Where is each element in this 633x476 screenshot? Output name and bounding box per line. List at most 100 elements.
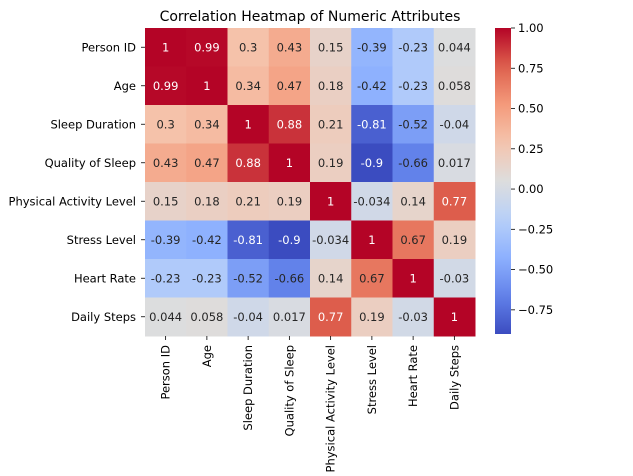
cell-value-label: 0.99 <box>153 79 179 93</box>
y-tick-label-heart-rate: Heart Rate <box>74 271 136 285</box>
cell-value-label: 0.3 <box>156 117 174 131</box>
heatmap-cell-physical-activity-level-age <box>186 182 228 221</box>
cell-value-label: 0.88 <box>235 156 261 170</box>
x-tick-label-age: Age <box>200 345 214 367</box>
cell-value-label: 1 <box>327 194 334 208</box>
cell-value-label: 0.058 <box>438 79 471 93</box>
cell-value-label: -0.39 <box>357 40 387 54</box>
y-tick-label-quality-of-sleep: Quality of Sleep <box>45 156 136 170</box>
cell-value-label: -0.42 <box>357 79 387 93</box>
cell-value-label: 1 <box>409 271 416 285</box>
heatmap-cell-quality-of-sleep-age <box>186 143 228 183</box>
heatmap-cell-sleep-duration-stress-level <box>351 105 393 144</box>
cell-value-label: -0.66 <box>398 156 428 170</box>
cell-value-label: 0.19 <box>359 310 385 324</box>
colorbar-tick-label: −0.75 <box>518 303 553 317</box>
y-tick-label-daily-steps: Daily Steps <box>71 310 136 324</box>
y-tick-label-stress-level: Stress Level <box>67 233 136 247</box>
heatmap-cell-heart-rate-person-id <box>145 259 187 298</box>
cell-value-label: -0.04 <box>233 310 263 324</box>
heatmap-cell-stress-level-quality-of-sleep <box>268 220 311 260</box>
colorbar-tick-label: 0.25 <box>518 142 544 156</box>
heatmap-cell-physical-activity-level-stress-level <box>351 182 393 221</box>
heatmap-cell-heart-rate-heart-rate <box>392 259 435 298</box>
heatmap-cell-person-id-daily-steps <box>433 28 476 67</box>
cell-value-label: 0.15 <box>318 40 344 54</box>
cell-value-label: 0.34 <box>235 79 261 93</box>
heatmap-cells <box>145 28 476 337</box>
heatmap-cell-person-id-stress-level <box>351 28 393 67</box>
heatmap-cell-age-physical-activity-level <box>310 66 352 106</box>
heatmap-cell-person-id-person-id <box>145 28 187 67</box>
heatmap-cell-person-id-age <box>186 28 228 67</box>
heatmap-cell-age-person-id <box>145 66 187 106</box>
cell-value-label: 0.058 <box>190 310 223 324</box>
cell-value-label: 1 <box>162 40 169 54</box>
cell-value-label: 0.77 <box>442 194 468 208</box>
cell-value-label: 0.15 <box>153 194 179 208</box>
y-tick-label-physical-activity-level: Physical Activity Level <box>9 194 136 208</box>
heatmap-cell-stress-level-person-id <box>145 220 187 260</box>
heatmap-cell-quality-of-sleep-heart-rate <box>392 143 435 183</box>
heatmap-cell-quality-of-sleep-stress-level <box>351 143 393 183</box>
y-tick-label-person-id: Person ID <box>81 40 136 54</box>
heatmap-cell-heart-rate-age <box>186 259 228 298</box>
colorbar: 1.00 0.75 0.50 0.25 0.00 −0.25 −0.50 −0.75 <box>495 21 553 334</box>
y-axis: Person ID Age Sleep Duration Quality of Sle… <box>9 40 145 324</box>
colorbar-tick-label: 0.00 <box>518 182 544 196</box>
heatmap-cell-physical-activity-level-person-id <box>145 182 187 221</box>
heatmap-cell-stress-level-heart-rate <box>392 220 435 260</box>
cell-value-label: -0.39 <box>151 233 181 247</box>
cell-value-label: 0.43 <box>277 40 303 54</box>
heatmap-cell-person-id-sleep-duration <box>227 28 270 67</box>
cell-value-label: 0.34 <box>194 117 220 131</box>
cell-value-label: 0.14 <box>400 194 426 208</box>
cell-value-label: -0.23 <box>192 271 222 285</box>
cell-value-label: 0.14 <box>318 271 344 285</box>
heatmap-cell-physical-activity-level-physical-activity-level <box>310 182 352 221</box>
cell-value-label: -0.034 <box>353 194 390 208</box>
cell-value-label: 0.67 <box>359 271 385 285</box>
cell-value-label: 0.47 <box>194 156 220 170</box>
cell-value-label: 0.017 <box>438 156 471 170</box>
cell-value-label: 0.77 <box>318 310 344 324</box>
x-tick-label-daily-steps: Daily Steps <box>447 345 461 410</box>
x-tick-label-stress-level: Stress Level <box>365 345 379 414</box>
heatmap-cell-labels: 1 0.99 0.3 0.43 0.15 -0.39 -0.23 0.044 0.99 1 0.34… <box>149 40 471 324</box>
cell-value-label: -0.81 <box>357 117 387 131</box>
cell-value-label: -0.23 <box>151 271 181 285</box>
cell-value-label: 0.19 <box>277 194 303 208</box>
cell-value-label: -0.66 <box>274 271 304 285</box>
heatmap-cell-heart-rate-quality-of-sleep <box>268 259 311 298</box>
colorbar-tick-label: 0.50 <box>518 102 544 116</box>
cell-value-label: 0.3 <box>239 40 257 54</box>
cell-value-label: 0.43 <box>153 156 179 170</box>
cell-value-label: -0.52 <box>233 271 263 285</box>
x-tick-label-physical-activity-level: Physical Activity Level <box>324 345 338 472</box>
heatmap-cell-heart-rate-physical-activity-level <box>310 259 352 298</box>
cell-value-label: -0.03 <box>398 310 428 324</box>
heatmap-cell-sleep-duration-daily-steps <box>433 105 476 144</box>
heatmap-cell-age-daily-steps <box>433 66 476 106</box>
heatmap-cell-age-heart-rate <box>392 66 435 106</box>
heatmap-cell-quality-of-sleep-quality-of-sleep <box>268 143 311 183</box>
cell-value-label: -0.81 <box>233 233 263 247</box>
heatmap-cell-daily-steps-stress-level <box>351 297 393 337</box>
heatmap-cell-quality-of-sleep-daily-steps <box>433 143 476 183</box>
heatmap-cell-sleep-duration-age <box>186 105 228 144</box>
heatmap-cell-person-id-heart-rate <box>392 28 435 67</box>
heatmap-cell-age-stress-level <box>351 66 393 106</box>
heatmap-cell-physical-activity-level-heart-rate <box>392 182 435 221</box>
x-tick-label-quality-of-sleep: Quality of Sleep <box>282 345 296 436</box>
heatmap-cell-physical-activity-level-daily-steps <box>433 182 476 221</box>
cell-value-label: 0.88 <box>277 117 303 131</box>
y-tick-label-age: Age <box>114 79 136 93</box>
heatmap-cell-age-quality-of-sleep <box>268 66 311 106</box>
cell-value-label: 1 <box>286 156 293 170</box>
heatmap-cell-sleep-duration-physical-activity-level <box>310 105 352 144</box>
cell-value-label: -0.04 <box>439 117 469 131</box>
heatmap-cell-stress-level-age <box>186 220 228 260</box>
heatmap-cell-heart-rate-stress-level <box>351 259 393 298</box>
heatmap-cell-quality-of-sleep-physical-activity-level <box>310 143 352 183</box>
